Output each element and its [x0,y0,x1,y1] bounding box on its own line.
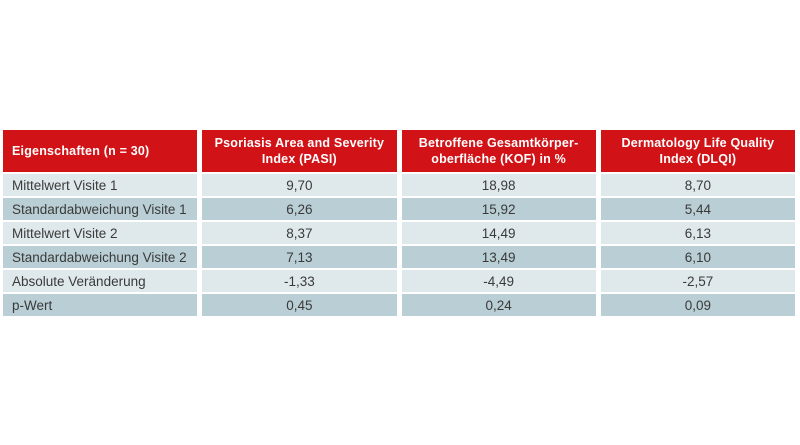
row-label-standardabweichung-visite-1: Standardabweichung Visite 1 [3,198,198,220]
cell-pasi-row5: -1,33 [202,270,397,292]
header-kof-line1: Betroffene Gesamtkörper- [418,135,579,150]
header-dlqi-line1: Dermatology Life Quality [621,135,775,150]
header-pasi: Psoriasis Area and Severity Index (PASI) [202,130,397,172]
row-label-p-wert: p-Wert [3,294,198,316]
header-dlqi-line2: Index (DLQI) [659,152,737,166]
cell-kof-row5: -4,49 [401,270,596,292]
cell-dlqi-row6: 0,09 [600,294,795,316]
header-kof-line2: oberfläche (KOF) in % [431,152,567,166]
row-label-mittelwert-visite-1: Mittelwert Visite 1 [3,174,198,196]
header-eigenschaften-label: Eigenschaften (n = 30) [12,143,150,158]
cell-dlqi-row3: 6,13 [600,222,795,244]
header-eigenschaften: Eigenschaften (n = 30) [3,130,198,172]
cell-pasi-row4: 7,13 [202,246,397,268]
cell-kof-row2: 15,92 [401,198,596,220]
cell-kof-row6: 0,24 [401,294,596,316]
cell-kof-row1: 18,98 [401,174,596,196]
cell-dlqi-row1: 8,70 [600,174,795,196]
cell-kof-row4: 13,49 [401,246,596,268]
cell-kof-row3: 14,49 [401,222,596,244]
header-dlqi: Dermatology Life Quality Index (DLQI) [600,130,795,172]
cell-dlqi-row5: -2,57 [600,270,795,292]
cell-pasi-row3: 8,37 [202,222,397,244]
row-label-mittelwert-visite-2: Mittelwert Visite 2 [3,222,198,244]
cell-pasi-row1: 9,70 [202,174,397,196]
header-pasi-line2: Index (PASI) [261,152,337,166]
row-label-standardabweichung-visite-2: Standardabweichung Visite 2 [3,246,198,268]
cell-dlqi-row4: 6,10 [600,246,795,268]
cell-dlqi-row2: 5,44 [600,198,795,220]
header-pasi-line1: Psoriasis Area and Severity [214,135,385,150]
study-results-table: Eigenschaften (n = 30) Psoriasis Area an… [3,130,795,316]
header-kof: Betroffene Gesamtkörper- oberfläche (KOF… [401,130,596,172]
cell-pasi-row6: 0,45 [202,294,397,316]
row-label-absolute-veraenderung: Absolute Veränderung [3,270,198,292]
cell-pasi-row2: 6,26 [202,198,397,220]
